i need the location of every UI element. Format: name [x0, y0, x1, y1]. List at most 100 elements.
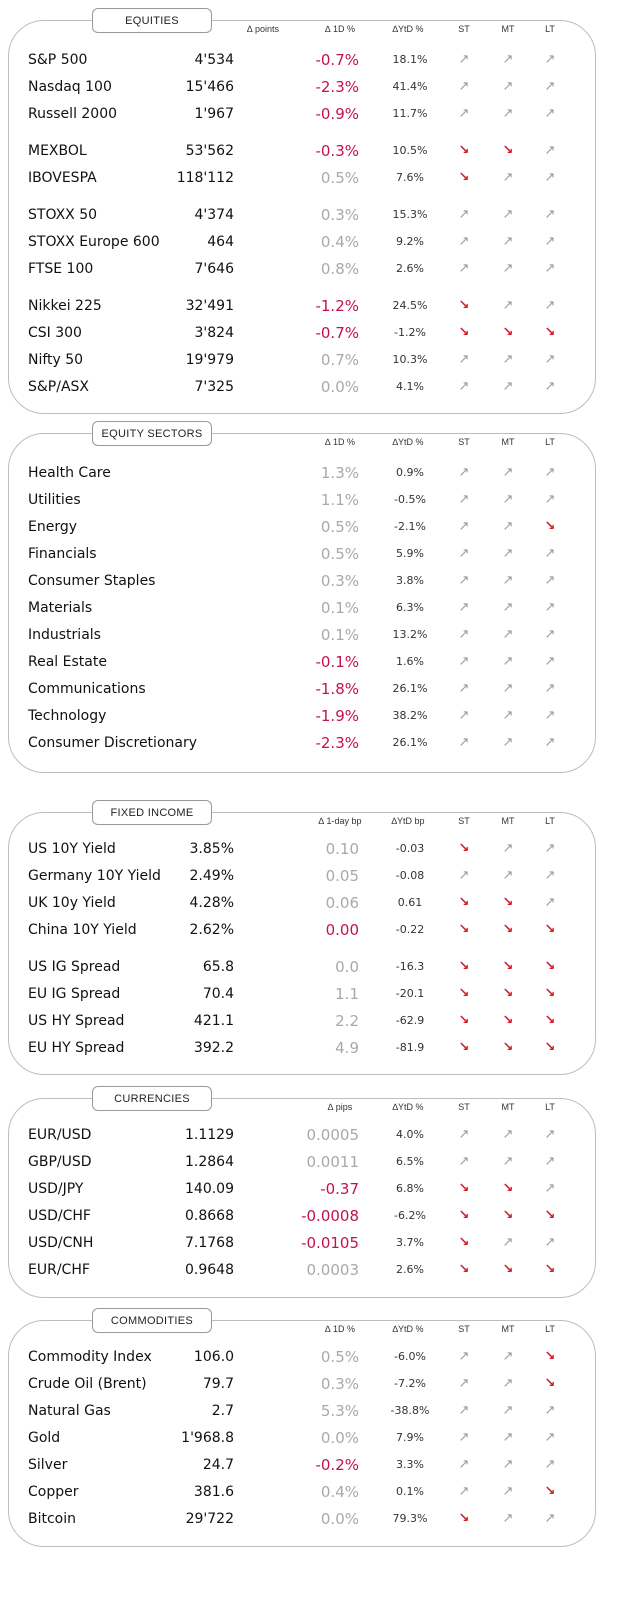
- instrument-name: Materials: [28, 600, 93, 616]
- table-row[interactable]: Nikkei 225 32'491 -1.2% 24.5% ↘ ↗ ↗: [0, 296, 619, 323]
- st-trend-arrow-up-right-icon: ↗: [458, 106, 470, 121]
- table-row[interactable]: EUR/USD 1.1129 0.0005 4.0% ↗ ↗ ↗: [0, 1125, 619, 1152]
- table-row[interactable]: STOXX 50 4'374 0.3% 15.3% ↗ ↗ ↗: [0, 205, 619, 232]
- column-header-st: ST: [458, 816, 470, 826]
- ytd-change: 24.5%: [392, 299, 428, 312]
- ytd-change: 3.8%: [396, 574, 424, 587]
- instrument-name: Silver: [28, 1457, 68, 1473]
- lt-trend-arrow-down-right-icon: ↘: [544, 325, 556, 340]
- table-row[interactable]: Materials 0.1% 6.3% ↗ ↗ ↗: [0, 598, 619, 625]
- table-row[interactable]: S&P/ASX 7'325 0.0% 4.1% ↗ ↗ ↗: [0, 377, 619, 404]
- st-trend-arrow-down-right-icon: ↘: [458, 1181, 470, 1196]
- daily-change: 1.1%: [320, 491, 359, 509]
- table-row[interactable]: Gold 1'968.8 0.0% 7.9% ↗ ↗ ↗: [0, 1428, 619, 1455]
- table-row[interactable]: EU IG Spread 70.4 1.1 -20.1 ↘ ↘ ↘: [0, 984, 619, 1011]
- table-row[interactable]: Communications -1.8% 26.1% ↗ ↗ ↗: [0, 679, 619, 706]
- lt-trend-arrow-up-right-icon: ↗: [544, 1457, 556, 1472]
- mt-trend-arrow-up-right-icon: ↗: [502, 1349, 514, 1364]
- st-trend-arrow-down-right-icon: ↘: [458, 170, 470, 185]
- instrument-name: Commodity Index: [28, 1349, 152, 1365]
- st-trend-arrow-up-right-icon: ↗: [458, 207, 470, 222]
- table-row[interactable]: Health Care 1.3% 0.9% ↗ ↗ ↗: [0, 463, 619, 490]
- mt-trend-arrow-up-right-icon: ↗: [502, 1484, 514, 1499]
- instrument-name: IBOVESPA: [28, 170, 97, 186]
- instrument-name: Natural Gas: [28, 1403, 111, 1419]
- table-row[interactable]: CSI 300 3'824 -0.7% -1.2% ↘ ↘ ↘: [0, 323, 619, 350]
- daily-change: 0.06: [325, 894, 359, 912]
- table-row[interactable]: Crude Oil (Brent) 79.7 0.3% -7.2% ↗ ↗ ↘: [0, 1374, 619, 1401]
- mt-trend-arrow-down-right-icon: ↘: [502, 1181, 514, 1196]
- table-row[interactable]: Nasdaq 100 15'466 -2.3% 41.4% ↗ ↗ ↗: [0, 77, 619, 104]
- section-panel-3: [8, 1098, 596, 1298]
- ytd-change: 26.1%: [392, 682, 428, 695]
- table-row[interactable]: S&P 500 4'534 -0.7% 18.1% ↗ ↗ ↗: [0, 50, 619, 77]
- table-row[interactable]: US HY Spread 421.1 2.2 -62.9 ↘ ↘ ↘: [0, 1011, 619, 1038]
- table-row[interactable]: Bitcoin 29'722 0.0% 79.3% ↘ ↗ ↗: [0, 1509, 619, 1536]
- ytd-change: 9.2%: [396, 235, 424, 248]
- daily-change: 0.7%: [320, 351, 359, 369]
- st-trend-arrow-down-right-icon: ↘: [458, 1235, 470, 1250]
- table-row[interactable]: IBOVESPA 118'112 0.5% 7.6% ↘ ↗ ↗: [0, 168, 619, 195]
- table-row[interactable]: Copper 381.6 0.4% 0.1% ↗ ↗ ↘: [0, 1482, 619, 1509]
- column-header-change2: ∆ pips: [327, 1102, 353, 1112]
- table-row[interactable]: USD/CHF 0.8668 -0.0008 -6.2% ↘ ↘ ↘: [0, 1206, 619, 1233]
- table-row[interactable]: Real Estate -0.1% 1.6% ↗ ↗ ↗: [0, 652, 619, 679]
- column-header-lt: LT: [545, 816, 555, 826]
- mt-trend-arrow-down-right-icon: ↘: [502, 325, 514, 340]
- column-header-ytd: ∆YtD %: [392, 1102, 424, 1112]
- table-row[interactable]: Energy 0.5% -2.1% ↗ ↗ ↘: [0, 517, 619, 544]
- lt-trend-arrow-up-right-icon: ↗: [544, 708, 556, 723]
- st-trend-arrow-up-right-icon: ↗: [458, 735, 470, 750]
- column-header-change2: ∆ 1D %: [324, 24, 355, 34]
- instrument-name: Consumer Discretionary: [28, 735, 197, 751]
- instrument-name: Industrials: [28, 627, 101, 643]
- table-row[interactable]: MEXBOL 53'562 -0.3% 10.5% ↘ ↘ ↗: [0, 141, 619, 168]
- table-row[interactable]: Technology -1.9% 38.2% ↗ ↗ ↗: [0, 706, 619, 733]
- mt-trend-arrow-up-right-icon: ↗: [502, 519, 514, 534]
- table-row[interactable]: US 10Y Yield 3.85% 0.10 -0.03 ↘ ↗ ↗: [0, 839, 619, 866]
- ytd-change: -1.2%: [394, 326, 426, 339]
- table-row[interactable]: Natural Gas 2.7 5.3% -38.8% ↗ ↗ ↗: [0, 1401, 619, 1428]
- mt-trend-arrow-up-right-icon: ↗: [502, 79, 514, 94]
- table-row[interactable]: Silver 24.7 -0.2% 3.3% ↗ ↗ ↗: [0, 1455, 619, 1482]
- mt-trend-arrow-up-right-icon: ↗: [502, 352, 514, 367]
- table-row[interactable]: Commodity Index 106.0 0.5% -6.0% ↗ ↗ ↘: [0, 1347, 619, 1374]
- st-trend-arrow-down-right-icon: ↘: [458, 986, 470, 1001]
- table-row[interactable]: FTSE 100 7'646 0.8% 2.6% ↗ ↗ ↗: [0, 259, 619, 286]
- table-row[interactable]: EUR/CHF 0.9648 0.0003 2.6% ↘ ↘ ↘: [0, 1260, 619, 1287]
- st-trend-arrow-up-right-icon: ↗: [458, 1127, 470, 1142]
- table-row[interactable]: USD/JPY 140.09 -0.37 6.8% ↘ ↘ ↗: [0, 1179, 619, 1206]
- table-row[interactable]: Consumer Staples 0.3% 3.8% ↗ ↗ ↗: [0, 571, 619, 598]
- table-row[interactable]: Consumer Discretionary -2.3% 26.1% ↗ ↗ ↗: [0, 733, 619, 760]
- ytd-change: 10.3%: [392, 353, 428, 366]
- st-trend-arrow-down-right-icon: ↘: [458, 1013, 470, 1028]
- ytd-change: 5.9%: [396, 547, 424, 560]
- table-row[interactable]: Germany 10Y Yield 2.49% 0.05 -0.08 ↗ ↗ ↗: [0, 866, 619, 893]
- table-row[interactable]: Financials 0.5% 5.9% ↗ ↗ ↗: [0, 544, 619, 571]
- st-trend-arrow-down-right-icon: ↘: [458, 841, 470, 856]
- column-header-mt: MT: [501, 437, 515, 447]
- column-header-change2: ∆ 1-day bp: [318, 816, 362, 826]
- table-row[interactable]: Nifty 50 19'979 0.7% 10.3% ↗ ↗ ↗: [0, 350, 619, 377]
- table-row[interactable]: Russell 2000 1'967 -0.9% 11.7% ↗ ↗ ↗: [0, 104, 619, 131]
- instrument-name: GBP/USD: [28, 1154, 92, 1170]
- st-trend-arrow-down-right-icon: ↘: [458, 143, 470, 158]
- table-row[interactable]: GBP/USD 1.2864 0.0011 6.5% ↗ ↗ ↗: [0, 1152, 619, 1179]
- st-trend-arrow-down-right-icon: ↘: [458, 895, 470, 910]
- mt-trend-arrow-down-right-icon: ↘: [502, 143, 514, 158]
- table-row[interactable]: STOXX Europe 600 464 0.4% 9.2% ↗ ↗ ↗: [0, 232, 619, 259]
- daily-change: -0.2%: [315, 1456, 359, 1474]
- ytd-change: 7.9%: [396, 1431, 424, 1444]
- table-row[interactable]: Industrials 0.1% 13.2% ↗ ↗ ↗: [0, 625, 619, 652]
- table-row[interactable]: USD/CNH 7.1768 -0.0105 3.7% ↘ ↗ ↗: [0, 1233, 619, 1260]
- ytd-change: 26.1%: [392, 736, 428, 749]
- table-row[interactable]: US IG Spread 65.8 0.0 -16.3 ↘ ↘ ↘: [0, 957, 619, 984]
- table-row[interactable]: EU HY Spread 392.2 4.9 -81.9 ↘ ↘ ↘: [0, 1038, 619, 1065]
- table-row[interactable]: UK 10y Yield 4.28% 0.06 0.61 ↘ ↘ ↗: [0, 893, 619, 920]
- instrument-value: 24.7: [202, 1457, 234, 1473]
- ytd-change: 0.61: [397, 896, 423, 909]
- table-row[interactable]: China 10Y Yield 2.62% 0.00 -0.22 ↘ ↘ ↘: [0, 920, 619, 947]
- table-row[interactable]: Utilities 1.1% -0.5% ↗ ↗ ↗: [0, 490, 619, 517]
- daily-change: -0.3%: [315, 142, 359, 160]
- mt-trend-arrow-up-right-icon: ↗: [502, 681, 514, 696]
